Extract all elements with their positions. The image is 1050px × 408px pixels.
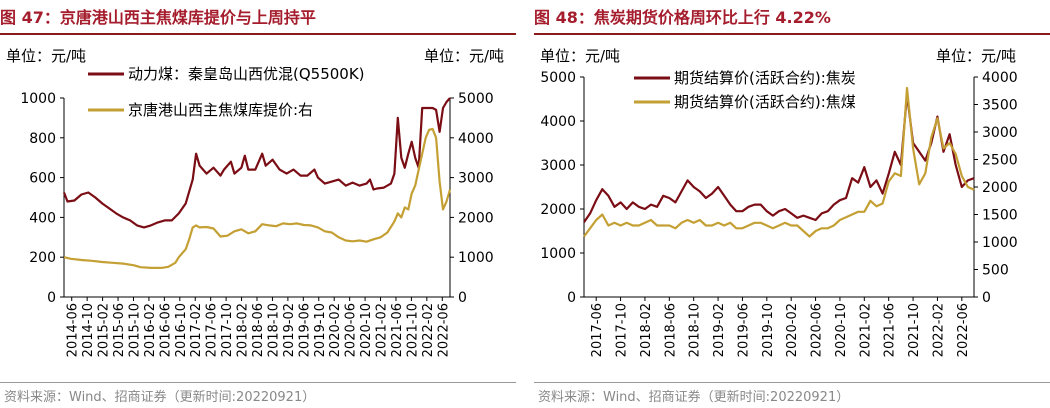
x-tick-label: 2017-06	[205, 303, 220, 357]
unit-left-label: 单位：元/吨	[6, 47, 86, 65]
y-left-tick-label: 0	[47, 290, 56, 306]
y-left-tick-label: 5000	[540, 70, 576, 86]
y-right-tick-label: 2500	[982, 153, 1018, 169]
x-tick-label: 2020-02	[785, 303, 800, 357]
x-tick-label: 2017-10	[220, 303, 235, 357]
x-tick-label: 2016-02	[143, 303, 158, 357]
unit-right-label: 单位：元/吨	[424, 47, 504, 65]
x-tick-label: 2018-06	[251, 303, 266, 357]
x-tick-label: 2020-06	[344, 303, 359, 357]
x-tick-label: 2021-10	[907, 303, 922, 357]
unit-right-label: 单位：元/吨	[936, 47, 1016, 65]
chart-source-48: 资料来源：Wind、招商证券（更新时间:20220921）	[538, 390, 850, 405]
left-chart-panel: 图 47：京唐港山西主焦煤库提价与上周持平 0 200 400 600 800 1000 0…	[0, 0, 516, 408]
y-right-tick-label: 1500	[982, 208, 1018, 224]
x-tick-label: 2017-02	[189, 303, 204, 357]
y-left-tick-label: 400	[29, 210, 56, 226]
y-left-tick-label: 2000	[540, 202, 576, 218]
series-line	[63, 127, 452, 269]
chart-title-48: 图 48：焦炭期货价格周环比上行 4.22%	[534, 8, 831, 27]
y-right-tick-label: 3000	[982, 125, 1018, 141]
chart-title-47: 图 47：京唐港山西主焦煤库提价与上周持平	[0, 8, 316, 27]
legend-label: 京唐港山西主焦煤库提价:右	[128, 101, 313, 119]
y-right-tick-label: 2000	[458, 210, 494, 226]
x-tick-label: 2014-10	[81, 303, 96, 357]
y-right-tick-label: 2000	[982, 180, 1018, 196]
x-tick-label: 2015-10	[127, 303, 142, 357]
x-tick-label: 2020-10	[834, 303, 849, 357]
y-left-tick-label: 1000	[20, 91, 56, 107]
x-tick-label: 2014-06	[66, 303, 81, 357]
x-tick-label: 2021-02	[375, 303, 390, 357]
x-tick-label: 2018-02	[236, 303, 251, 357]
x-tick-label: 2020-02	[328, 303, 343, 357]
x-tick-label: 2019-10	[761, 303, 776, 357]
y-right-tick-label: 500	[982, 263, 1009, 279]
x-tick-label: 2015-02	[97, 303, 112, 357]
source-divider	[534, 382, 1050, 383]
x-tick-label: 2021-06	[883, 303, 898, 357]
x-tick-label: 2016-06	[158, 303, 173, 357]
title-divider	[0, 33, 516, 35]
legend-label: 动力煤：秦皇岛山西优混(Q5500K)	[128, 65, 365, 83]
title-divider	[534, 33, 1050, 35]
chart-47-svg: 0 200 400 600 800 1000 0 1000 2000 3000 4000 5000 20…	[6, 47, 504, 357]
x-tick-label: 2020-10	[359, 303, 374, 357]
x-tick-label: 2022-06	[956, 303, 971, 357]
y-right-tick-label: 3500	[982, 98, 1018, 114]
y-left-tick-label: 4000	[540, 114, 576, 130]
y-left-tick-label: 1000	[540, 246, 576, 262]
source-divider	[0, 382, 516, 383]
legend-label: 期货结算价(活跃合约):焦煤	[674, 93, 856, 111]
x-tick-label: 2019-02	[712, 303, 727, 357]
unit-left-label: 单位：元/吨	[540, 47, 620, 65]
y-left-tick-label: 200	[29, 250, 56, 266]
x-tick-label: 2018-10	[688, 303, 703, 357]
x-tick-label: 2018-10	[266, 303, 281, 357]
y-right-tick-label: 4000	[458, 131, 494, 147]
x-tick-label: 2017-06	[590, 303, 605, 357]
y-left-tick-label: 800	[29, 131, 56, 147]
chart-source-47: 资料来源：Wind、招商证券（更新时间:20220921）	[4, 390, 316, 405]
x-tick-label: 2021-06	[390, 303, 405, 357]
y-right-tick-label: 1000	[458, 250, 494, 266]
x-tick-label: 2022-06	[436, 303, 451, 357]
x-tick-label: 2020-06	[810, 303, 825, 357]
series-line	[583, 86, 975, 238]
chart-48-svg: 0 1000 2000 3000 4000 5000 0 500 1000 1500 2000 250…	[540, 47, 1018, 357]
x-tick-label: 2018-02	[639, 303, 654, 357]
x-tick-label: 2019-02	[282, 303, 297, 357]
x-tick-label: 2016-10	[174, 303, 189, 357]
x-tick-label: 2015-06	[112, 303, 127, 357]
x-tick-label: 2018-06	[663, 303, 678, 357]
right-chart-panel: 图 48：焦炭期货价格周环比上行 4.22% 0 1000 2000 3000 4000…	[534, 0, 1050, 408]
y-left-tick-label: 3000	[540, 158, 576, 174]
x-tick-label: 2019-06	[736, 303, 751, 357]
x-tick-label: 2022-02	[931, 303, 946, 357]
x-tick-label: 2021-10	[405, 303, 420, 357]
y-right-tick-label: 5000	[458, 91, 494, 107]
y-left-tick-label: 0	[567, 290, 576, 306]
y-right-tick-label: 0	[458, 290, 467, 306]
x-tick-label: 2017-10	[615, 303, 630, 357]
y-right-tick-label: 1000	[982, 235, 1018, 251]
series-line	[62, 97, 451, 229]
legend-label: 期货结算价(活跃合约):焦炭	[674, 69, 856, 87]
x-tick-label: 2019-06	[297, 303, 312, 357]
y-right-tick-label: 4000	[982, 70, 1018, 86]
x-tick-label: 2019-10	[313, 303, 328, 357]
y-right-tick-label: 3000	[458, 171, 494, 187]
x-tick-label: 2022-02	[421, 303, 436, 357]
y-right-tick-label: 0	[982, 290, 991, 306]
x-tick-label: 2021-02	[858, 303, 873, 357]
y-left-tick-label: 600	[29, 171, 56, 187]
